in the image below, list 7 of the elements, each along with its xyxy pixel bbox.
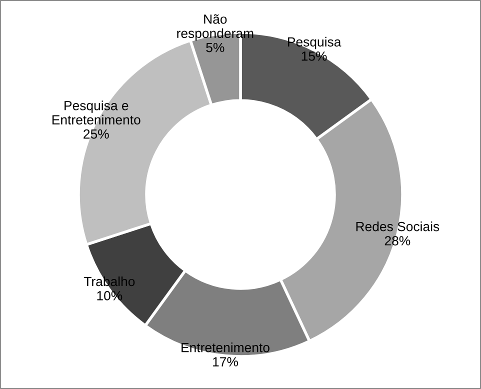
data-label: 28% — [384, 236, 410, 246]
data-label: 25% — [84, 129, 109, 139]
slice-label: Não responderam — [177, 14, 254, 41]
data-label: 5% — [206, 42, 224, 52]
slice-label: Redes Sociais — [356, 222, 440, 232]
data-label: 17% — [213, 357, 238, 366]
slice-label: Pesquisa e Entretenimento — [52, 100, 140, 124]
